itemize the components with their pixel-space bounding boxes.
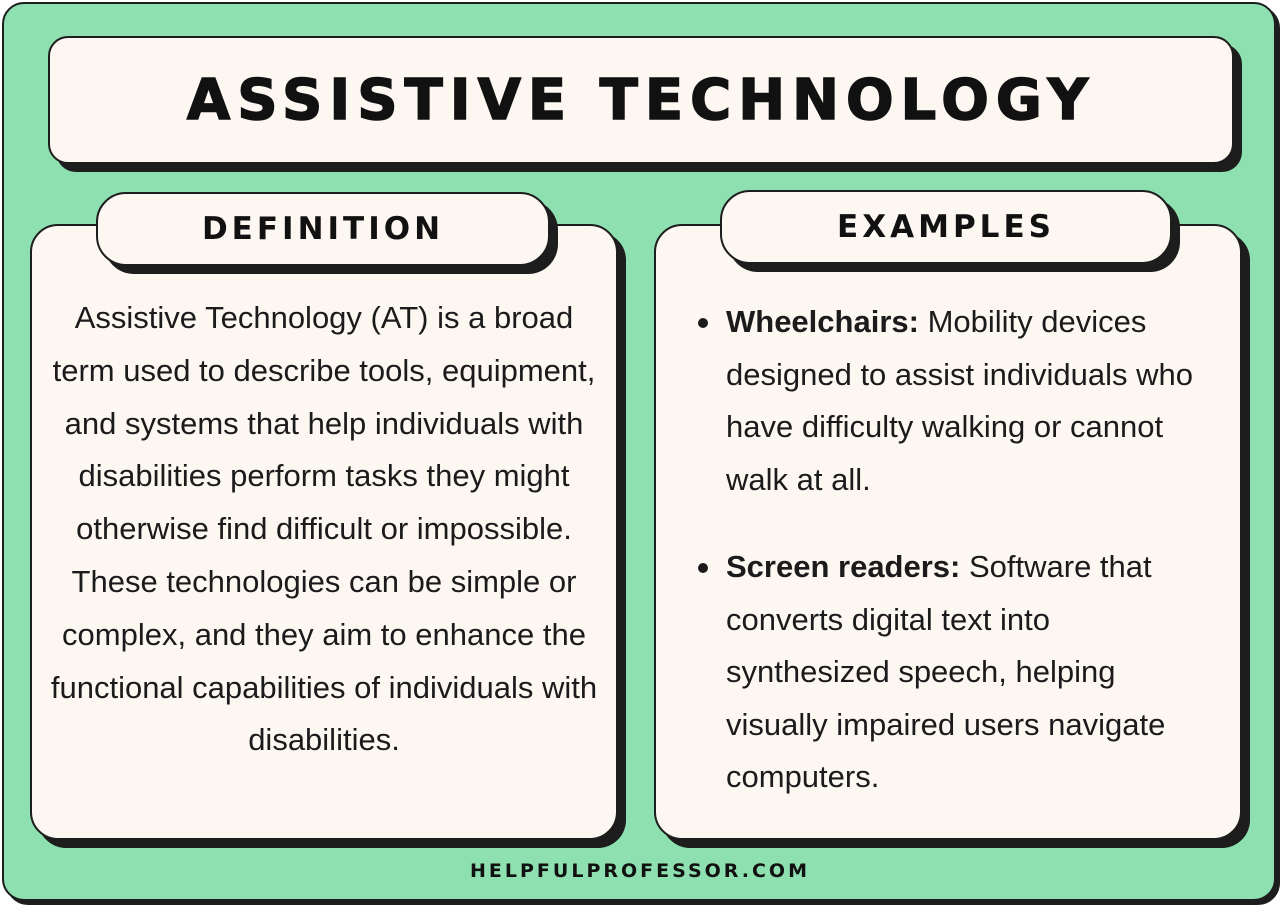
title-card: ASSISTIVE TECHNOLOGY [48, 36, 1234, 164]
example-term: Wheelchairs: [726, 304, 919, 339]
list-item: Screen readers: Software that converts d… [690, 541, 1210, 804]
footer-website: HELPFULPROFESSOR.COM [470, 860, 810, 882]
example-description: Software that converts digital text into… [726, 549, 1166, 794]
definition-panel [30, 224, 618, 840]
page-title: ASSISTIVE TECHNOLOGY [186, 67, 1096, 134]
example-term: Screen readers: [726, 549, 961, 584]
examples-panel [654, 224, 1242, 840]
list-item: Wheelchairs: Mobility devices designed t… [690, 296, 1210, 506]
examples-list: Wheelchairs: Mobility devices designed t… [690, 296, 1210, 839]
example-description: Mobility devices designed to assist indi… [726, 304, 1193, 497]
examples-heading: EXAMPLES [720, 190, 1172, 264]
definition-text: Assistive Technology (AT) is a broad ter… [50, 300, 598, 758]
definition-heading: DEFINITION [96, 192, 550, 266]
